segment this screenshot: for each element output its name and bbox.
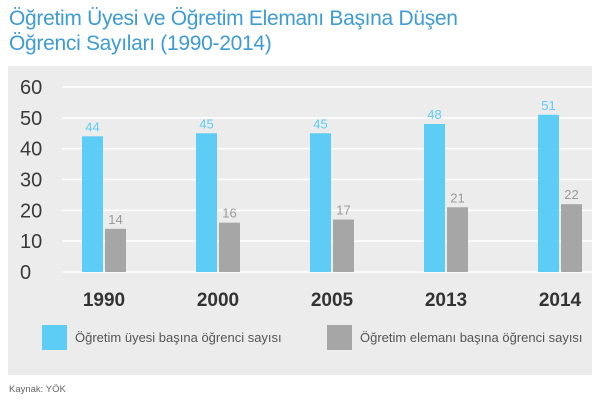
chart-title: Öğretim Üyesi ve Öğretim Elemanı Başına … [9,6,458,56]
y-tick-label: 10 [20,231,42,253]
bar-series-2 [561,204,582,272]
bar-series-1 [310,133,331,272]
y-tick-label: 20 [20,200,42,222]
bar-series-2 [333,219,354,272]
bar-series-1 [424,124,445,272]
bar-series-1 [82,136,103,272]
x-tick-label: 2005 [311,290,354,311]
x-tick-label: 1990 [83,290,125,311]
bar-series-2 [219,222,240,272]
y-tick-label: 30 [20,170,42,192]
x-tick-label: 2014 [539,290,582,311]
data-label: 21 [450,190,464,205]
data-label: 45 [199,116,213,131]
data-label: 51 [541,98,555,113]
bar-series-2 [447,207,468,272]
x-tick-label: 2000 [197,290,239,311]
source-note: Kaynak: YÖK [9,384,66,395]
legend-label-series-2: Öğretim elemanı başına öğrenci sayısı [360,330,583,345]
y-tick-label: 60 [20,77,42,99]
chart-title-line-2: Öğrenci Sayıları (1990-2014) [9,32,272,55]
legend-swatch-series-2 [327,325,352,350]
legend-swatch-series-1 [42,325,67,350]
data-label: 17 [336,203,350,218]
y-tick-label: 50 [20,108,42,130]
x-tick-label: 2013 [425,290,467,311]
y-tick-label: 40 [20,139,42,161]
data-label: 22 [564,187,578,202]
data-label: 16 [222,206,236,221]
data-label: 14 [108,212,122,227]
y-tick-label: 0 [20,262,31,284]
data-label: 44 [85,119,99,134]
legend-label-series-1: Öğretim üyesi başına öğrenci sayısı [75,330,282,345]
data-label: 48 [427,107,441,122]
chart-title-line-1: Öğretim Üyesi ve Öğretim Elemanı Başına … [9,7,458,30]
bar-series-1 [538,114,559,272]
bar-series-1 [196,133,217,272]
data-label: 45 [313,116,327,131]
legend-item-series-2: Öğretim elemanı başına öğrenci sayısı [327,325,583,350]
bar-series-2 [105,228,126,272]
legend-item-series-1: Öğretim üyesi başına öğrenci sayısı [42,325,282,350]
